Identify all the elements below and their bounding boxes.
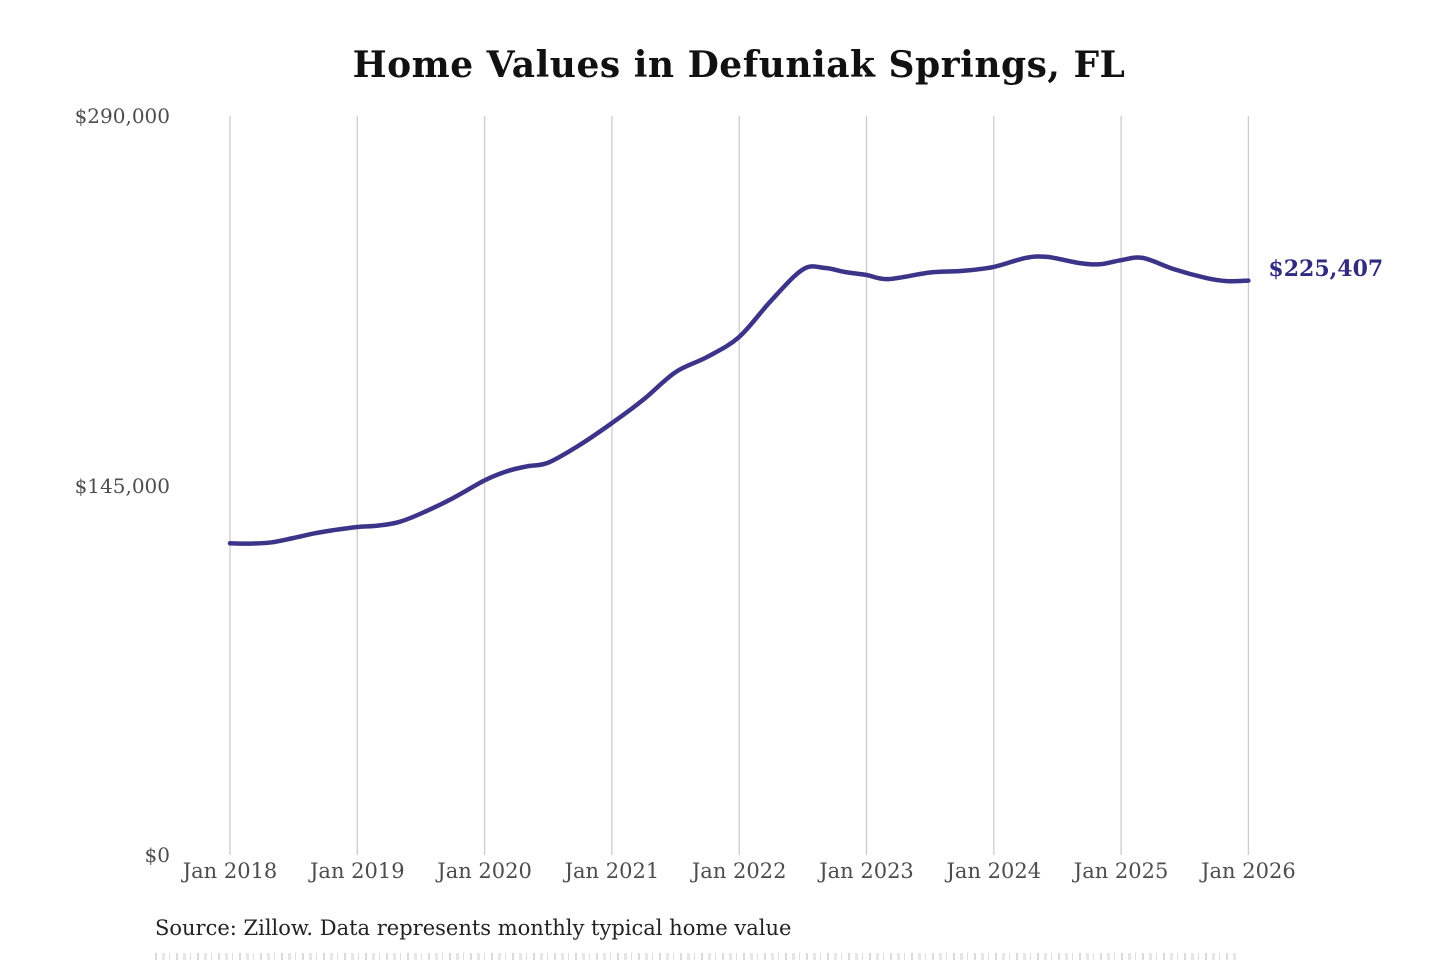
x-tick-label: Jan 2022 bbox=[691, 859, 787, 883]
chart-title: Home Values in Defuniak Springs, FL bbox=[352, 44, 1126, 86]
cutoff-text-remnant bbox=[155, 953, 1240, 960]
y-tick-label: $290,000 bbox=[74, 104, 170, 128]
x-tick-label: Jan 2023 bbox=[819, 859, 914, 883]
x-tick-label: Jan 2026 bbox=[1201, 859, 1296, 883]
x-tick-label: Jan 2024 bbox=[946, 859, 1042, 883]
x-tick-label: Jan 2025 bbox=[1073, 859, 1169, 883]
source-note: Source: Zillow. Data represents monthly … bbox=[155, 916, 792, 940]
current-value-label: $225,407 bbox=[1268, 255, 1384, 282]
x-tick-label: Jan 2020 bbox=[437, 859, 532, 883]
x-tick-label: Jan 2019 bbox=[310, 859, 405, 883]
y-tick-label: $145,000 bbox=[74, 473, 170, 498]
x-tick-label: Jan 2018 bbox=[182, 859, 278, 883]
y-tick-label: $0 bbox=[144, 843, 170, 867]
x-tick-label: Jan 2021 bbox=[564, 859, 660, 883]
value-line bbox=[227, 254, 1251, 546]
